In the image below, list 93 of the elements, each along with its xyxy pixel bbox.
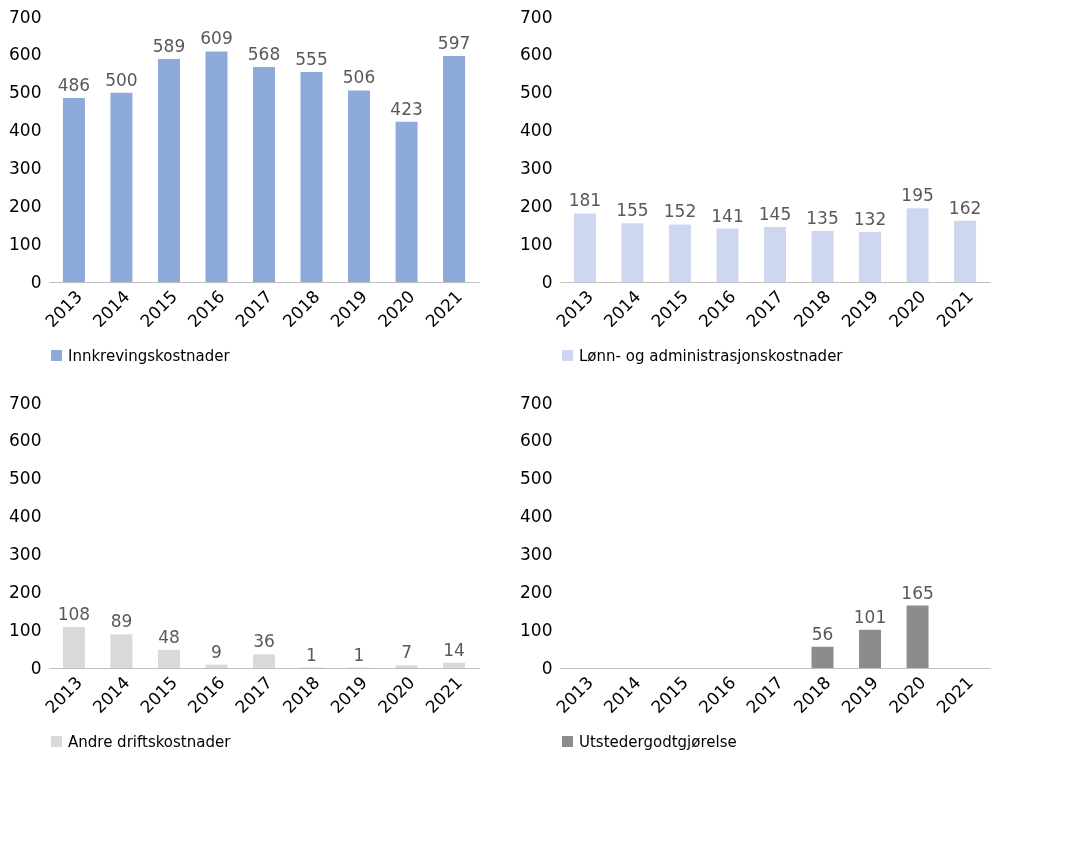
data-label: 165 bbox=[901, 582, 934, 603]
data-label: 101 bbox=[853, 606, 887, 627]
y-tick-label: 200 bbox=[520, 581, 553, 602]
bar bbox=[395, 121, 418, 282]
data-label: 195 bbox=[901, 185, 934, 206]
y-tick-label: 600 bbox=[9, 430, 42, 451]
data-label: 7 bbox=[401, 642, 412, 663]
data-label: 609 bbox=[200, 28, 233, 49]
y-tick-label: 400 bbox=[9, 120, 42, 141]
data-label: 89 bbox=[110, 611, 133, 632]
data-label: 506 bbox=[342, 67, 376, 88]
y-tick-label: 100 bbox=[9, 233, 42, 254]
bar bbox=[253, 654, 275, 668]
y-tick-label: 100 bbox=[520, 619, 553, 640]
data-label: 568 bbox=[247, 43, 281, 64]
data-label: 555 bbox=[295, 48, 328, 69]
data-label: 48 bbox=[158, 626, 180, 647]
bar bbox=[253, 66, 275, 282]
bar bbox=[110, 634, 133, 668]
y-tick-label: 700 bbox=[520, 392, 553, 413]
y-tick-label: 300 bbox=[9, 543, 42, 564]
data-label: 36 bbox=[253, 631, 275, 652]
y-tick-label: 100 bbox=[520, 233, 553, 254]
y-tick-label: 200 bbox=[9, 581, 42, 602]
data-label: 597 bbox=[437, 32, 471, 53]
y-tick-label: 600 bbox=[520, 44, 553, 65]
bar bbox=[906, 208, 929, 282]
data-label: 132 bbox=[853, 209, 887, 230]
bar bbox=[443, 55, 466, 282]
bar bbox=[954, 220, 977, 282]
y-tick-label: 0 bbox=[541, 271, 553, 292]
legend-label: Lønn- og administrasjonskostnader bbox=[579, 346, 844, 365]
y-tick-label: 100 bbox=[9, 619, 42, 640]
bar bbox=[110, 92, 133, 282]
y-tick-label: 700 bbox=[9, 6, 42, 27]
bar bbox=[157, 649, 180, 668]
bar bbox=[157, 59, 180, 282]
bar bbox=[62, 627, 85, 668]
bar bbox=[668, 224, 691, 282]
y-tick-label: 500 bbox=[520, 82, 553, 103]
y-tick-label: 600 bbox=[9, 44, 42, 65]
y-tick-label: 500 bbox=[9, 82, 42, 103]
y-tick-label: 300 bbox=[520, 543, 553, 564]
data-label: 145 bbox=[758, 204, 792, 225]
y-tick-label: 200 bbox=[9, 195, 42, 216]
legend-label: Utstedergodtgjørelse bbox=[579, 732, 737, 751]
y-tick-label: 300 bbox=[520, 157, 553, 178]
data-label: 141 bbox=[711, 205, 744, 226]
data-label: 1 bbox=[353, 644, 365, 665]
bar bbox=[395, 665, 418, 668]
data-label: 135 bbox=[806, 207, 839, 228]
data-label: 162 bbox=[948, 197, 982, 218]
bar bbox=[764, 227, 786, 282]
y-tick-label: 400 bbox=[520, 506, 553, 527]
data-label: 152 bbox=[663, 201, 697, 222]
bar bbox=[205, 51, 228, 282]
bar bbox=[348, 90, 371, 282]
legend-label: Innkrevingskostnader bbox=[68, 346, 231, 365]
y-tick-label: 400 bbox=[9, 506, 42, 527]
y-tick-label: 300 bbox=[9, 157, 42, 178]
y-tick-label: 700 bbox=[520, 6, 553, 27]
bar bbox=[621, 223, 644, 282]
data-label: 108 bbox=[57, 604, 91, 625]
y-tick-label: 700 bbox=[9, 392, 42, 413]
bar bbox=[811, 230, 834, 282]
bar bbox=[573, 213, 596, 282]
data-label: 181 bbox=[568, 190, 602, 211]
data-label: 56 bbox=[811, 623, 834, 644]
y-tick-label: 400 bbox=[520, 120, 553, 141]
data-label: 14 bbox=[443, 639, 465, 660]
y-tick-label: 0 bbox=[541, 657, 553, 678]
bar bbox=[859, 232, 882, 282]
bar bbox=[906, 605, 929, 668]
y-tick-label: 500 bbox=[9, 468, 42, 489]
data-label: 155 bbox=[616, 200, 649, 221]
bar bbox=[859, 629, 882, 668]
data-label: 1 bbox=[306, 644, 317, 665]
bar bbox=[443, 662, 466, 668]
legend-label: Andre driftskostnader bbox=[68, 732, 232, 751]
bar bbox=[300, 71, 323, 282]
data-label: 423 bbox=[390, 98, 423, 119]
y-tick-label: 500 bbox=[520, 468, 553, 489]
bar bbox=[716, 228, 739, 282]
bar bbox=[811, 646, 834, 668]
y-tick-label: 200 bbox=[520, 195, 553, 216]
data-label: 500 bbox=[105, 69, 138, 90]
data-label: 9 bbox=[211, 641, 222, 662]
data-label: 589 bbox=[152, 36, 186, 57]
y-tick-label: 0 bbox=[30, 657, 42, 678]
y-tick-label: 600 bbox=[520, 430, 553, 451]
y-tick-label: 0 bbox=[30, 271, 42, 292]
data-label: 486 bbox=[57, 75, 91, 96]
bar bbox=[62, 98, 85, 282]
